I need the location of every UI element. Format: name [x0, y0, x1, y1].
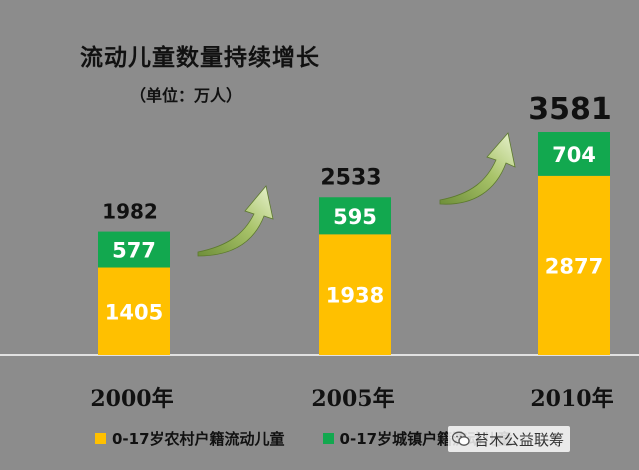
data-label-rural-2: 2877 — [545, 254, 603, 278]
bar-rural-2 — [538, 175, 610, 355]
watermark-text: 苔木公益联筹 — [474, 430, 565, 449]
legend-swatch-urban — [322, 433, 334, 444]
legend-label-rural: 0-17岁农村户籍流动儿童 — [112, 430, 285, 448]
total-label-1: 2533 — [320, 165, 381, 190]
wechat-watermark: 苔木公益联筹 — [448, 426, 571, 452]
chart-title: 流动儿童数量持续增长 — [80, 45, 320, 71]
legend-item-rural: 0-17岁农村户籍流动儿童 — [95, 428, 285, 449]
growth-arrow-icon-1 — [439, 132, 516, 205]
legend-swatch-rural — [95, 433, 106, 444]
total-label-0: 1982 — [102, 200, 158, 224]
data-label-urban-0: 577 — [112, 239, 156, 263]
wechat-icon — [452, 431, 470, 446]
bar-urban-0 — [98, 231, 170, 268]
bar-rural-0 — [98, 267, 170, 355]
x-tick-label-2: 2010年 — [530, 386, 613, 412]
data-label-rural-1: 1938 — [326, 284, 384, 308]
bar-urban-1 — [319, 197, 391, 235]
x-tick-label-1: 2005年 — [311, 386, 394, 412]
growth-arrow-icon-0 — [197, 185, 274, 257]
x-tick-label-0: 2000年 — [90, 386, 173, 412]
data-label-urban-1: 595 — [333, 205, 377, 229]
bar-urban-2 — [538, 132, 610, 176]
chart-subtitle: （单位：万人） — [130, 86, 243, 105]
data-label-rural-0: 1405 — [105, 300, 163, 324]
total-label-2: 3581 — [528, 92, 612, 127]
data-label-urban-2: 704 — [552, 143, 596, 167]
bar-rural-1 — [319, 234, 391, 355]
